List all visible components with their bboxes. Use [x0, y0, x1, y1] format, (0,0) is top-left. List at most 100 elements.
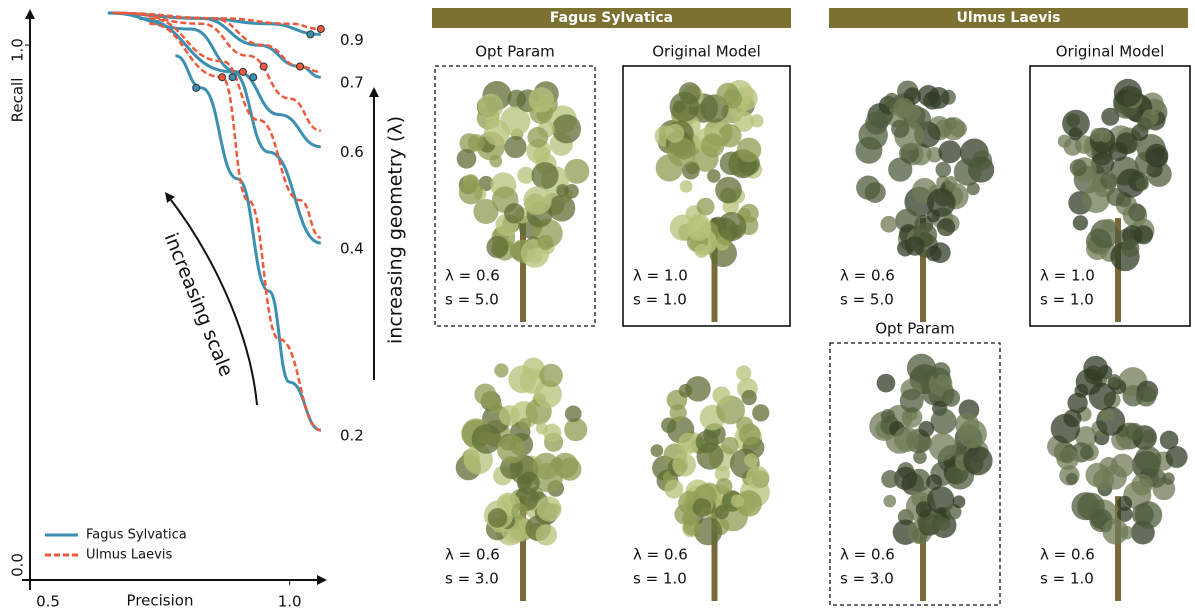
foliage — [938, 140, 962, 164]
foliage — [537, 234, 554, 251]
section-title: Fagus Sylvatica — [550, 10, 673, 26]
foliage — [665, 123, 685, 143]
tree-image — [1057, 78, 1172, 322]
foliage — [942, 388, 961, 407]
tree-image — [1047, 355, 1188, 601]
legend-label: Ulmus Laevis — [86, 548, 172, 563]
foliage — [883, 494, 897, 508]
foliage — [678, 82, 701, 105]
foliage — [1107, 374, 1122, 388]
curve-label: 0.2 — [340, 427, 364, 445]
foliage — [1145, 143, 1169, 168]
foliage — [858, 120, 888, 150]
curve-label: 0.6 — [340, 143, 364, 161]
foliage — [526, 247, 543, 264]
foliage — [1135, 385, 1157, 407]
foliage — [494, 363, 509, 378]
foliage — [880, 215, 898, 233]
curve — [149, 22, 322, 432]
foliage — [564, 418, 588, 442]
trunk — [711, 218, 718, 322]
foliage — [746, 465, 770, 489]
foliage — [548, 194, 576, 222]
curve — [174, 54, 322, 432]
trunk — [920, 496, 926, 601]
foliage — [471, 424, 502, 454]
scale-label: s = 1.0 — [633, 570, 687, 588]
foliage — [1100, 408, 1114, 422]
foliage — [715, 176, 742, 204]
foliage — [489, 154, 503, 168]
foliage — [496, 434, 526, 464]
foliage — [679, 179, 693, 193]
foliage — [1134, 445, 1162, 473]
foliage — [715, 477, 733, 495]
foliage — [650, 444, 664, 457]
curve-marker — [228, 73, 237, 82]
foliage — [716, 82, 740, 106]
annotation: increasing scale — [160, 230, 238, 380]
lambda-label: λ = 0.6 — [445, 546, 500, 564]
foliage — [551, 114, 582, 144]
trunk — [1115, 218, 1121, 322]
panel-caption: Opt Param — [475, 43, 555, 61]
panel-caption: Original Model — [1056, 43, 1165, 61]
curve-marker — [259, 62, 268, 71]
scale-label: s = 1.0 — [633, 291, 687, 309]
foliage — [486, 397, 503, 414]
foliage — [856, 175, 881, 200]
foliage — [1101, 107, 1120, 126]
foliage — [1141, 429, 1156, 444]
foliage — [714, 505, 729, 520]
foliage — [918, 421, 935, 437]
foliage — [966, 182, 980, 196]
lambda-label: λ = 0.6 — [445, 267, 500, 285]
foliage — [504, 135, 527, 159]
foliage — [456, 148, 477, 169]
curve-label: 0.7 — [340, 74, 364, 92]
foliage — [1065, 472, 1078, 485]
foliage — [893, 426, 920, 453]
foliage — [1131, 473, 1153, 496]
curve — [107, 11, 322, 149]
annotation: increasing geometry (λ) — [385, 116, 407, 344]
tree-image — [456, 81, 590, 322]
tree-image — [455, 357, 588, 601]
scale-label: s = 3.0 — [445, 570, 499, 588]
curve — [139, 16, 322, 245]
foliage — [534, 380, 562, 409]
foliage — [1102, 518, 1129, 545]
foliage — [913, 450, 927, 465]
foliage — [888, 157, 913, 182]
foliage — [694, 243, 709, 258]
foliage — [899, 388, 924, 413]
foliage — [558, 457, 582, 481]
foliage — [717, 211, 747, 241]
tree-image — [650, 365, 770, 601]
foliage — [517, 475, 533, 490]
foliage — [1102, 218, 1117, 233]
foliage — [1100, 172, 1118, 190]
scale-arrow — [164, 192, 258, 406]
x-tick-label: 0.5 — [36, 593, 60, 611]
foliage — [539, 363, 563, 388]
foliage — [738, 423, 761, 446]
foliage — [1106, 187, 1125, 207]
foliage — [915, 501, 932, 518]
foliage — [462, 174, 480, 192]
foliage — [669, 404, 687, 422]
foliage — [527, 126, 549, 148]
foliage — [1099, 457, 1119, 476]
foliage — [1128, 203, 1146, 222]
foliage — [1083, 355, 1109, 381]
curve-marker — [218, 73, 227, 82]
foliage — [714, 466, 731, 482]
foliage — [518, 417, 531, 430]
foliage — [1067, 392, 1088, 414]
foliage — [958, 419, 987, 449]
trunk — [1115, 496, 1121, 601]
curve-label: 0.9 — [340, 31, 364, 49]
tree-image — [869, 353, 993, 601]
trunk — [520, 218, 526, 322]
